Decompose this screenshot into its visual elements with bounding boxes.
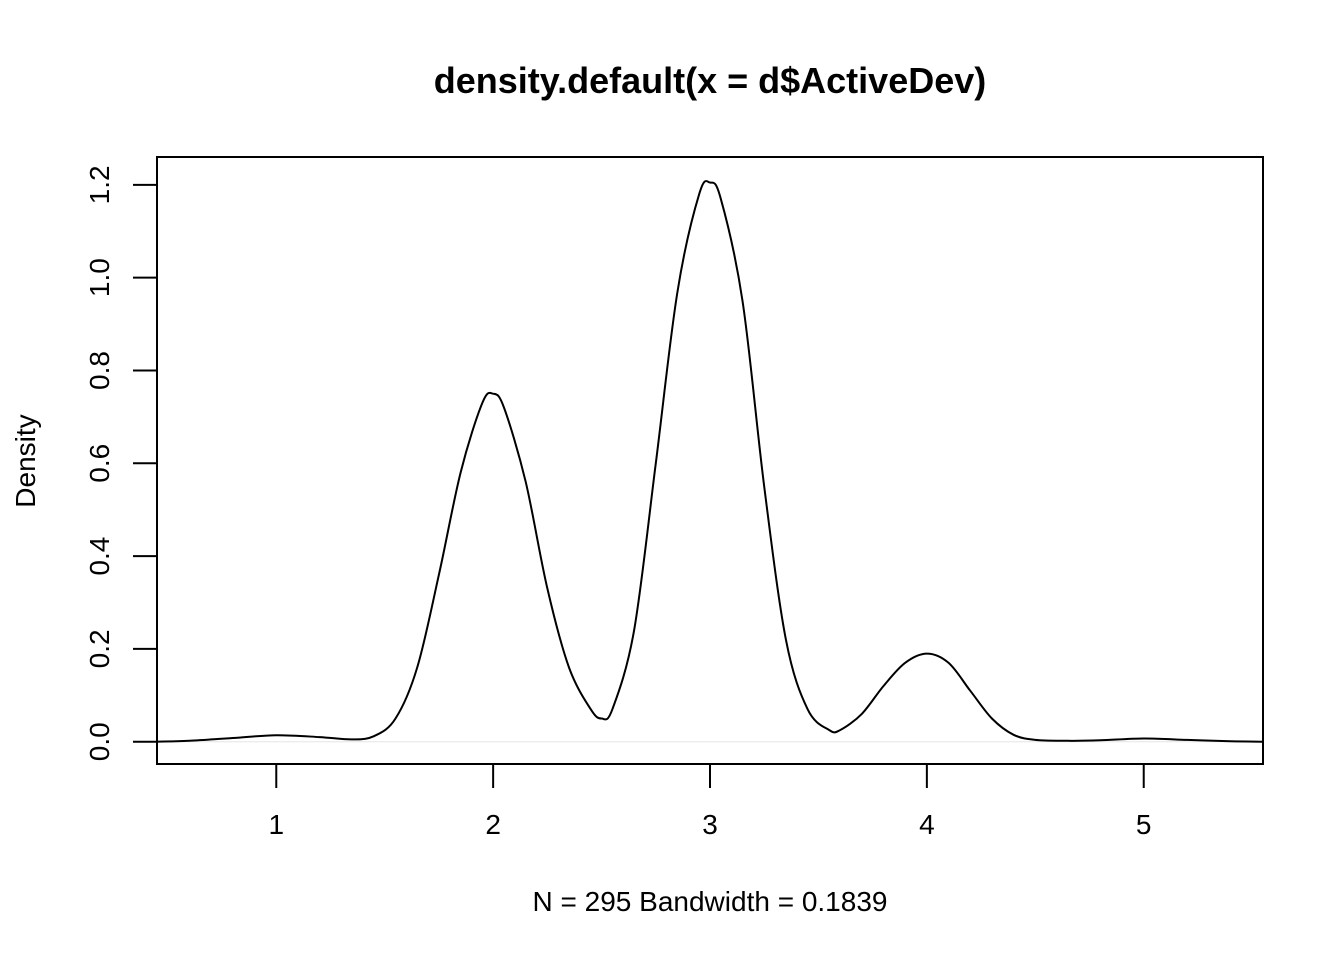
x-axis: 1 2 3 4 5: [268, 763, 1152, 840]
x-tick-label: 4: [919, 809, 935, 840]
y-tick-label: 1.2: [84, 165, 115, 204]
x-tick-label: 1: [268, 809, 284, 840]
y-tick-label: 0.8: [84, 351, 115, 390]
x-tick-label: 2: [485, 809, 501, 840]
y-tick-label: 0.4: [84, 537, 115, 576]
x-tick-label: 3: [702, 809, 718, 840]
x-axis-label: N = 295 Bandwidth = 0.1839: [533, 886, 888, 917]
density-curve: [156, 180, 1264, 743]
y-axis-label: Density: [10, 414, 41, 507]
chart-title: density.default(x = d$ActiveDev): [434, 60, 987, 101]
x-tick-label: 5: [1136, 809, 1152, 840]
plot-area-border: [156, 156, 1264, 765]
y-tick-label: 1.0: [84, 258, 115, 297]
y-axis: 0.0 0.2 0.4 0.6 0.8 1.0 1.2: [84, 165, 158, 761]
y-tick-label: 0.0: [84, 722, 115, 761]
y-tick-label: 0.6: [84, 444, 115, 483]
y-tick-label: 0.2: [84, 629, 115, 668]
